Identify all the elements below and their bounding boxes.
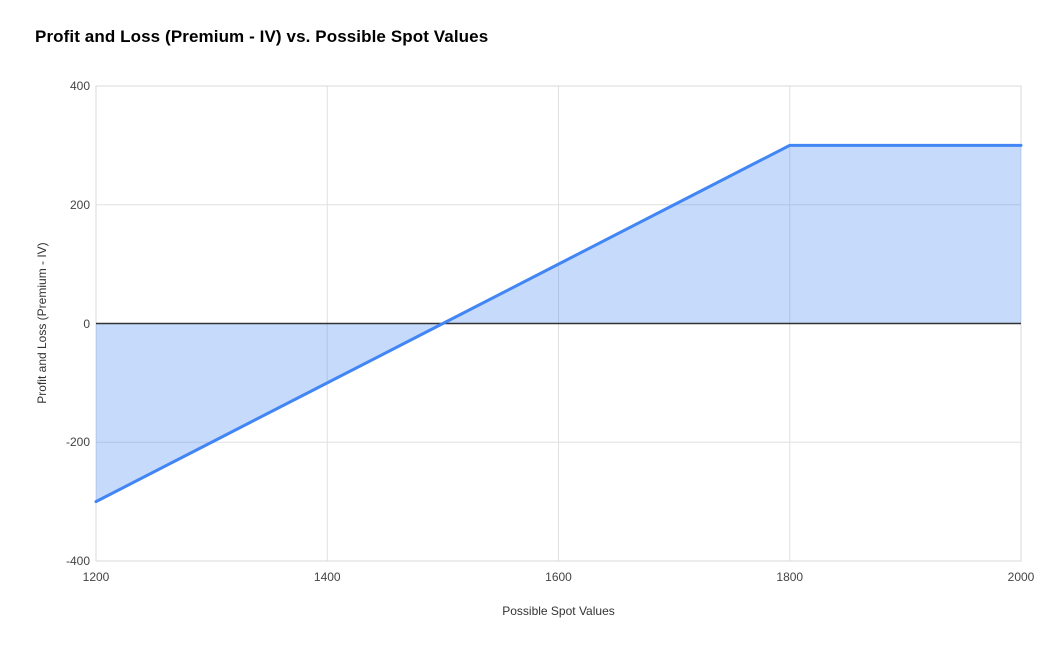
x-axis-tick-label: 1800	[776, 570, 804, 584]
y-axis-title: Profit and Loss (Premium - IV)	[35, 242, 49, 404]
y-axis-tick-label: -400	[65, 554, 90, 568]
x-axis-title: Possible Spot Values	[502, 604, 615, 618]
chart-title: Profit and Loss (Premium - IV) vs. Possi…	[35, 27, 489, 46]
pnl-series-line	[94, 143, 1023, 504]
y-axis-tick-label: 200	[69, 197, 90, 212]
x-axis-tick-label: 1200	[82, 570, 110, 584]
y-axis-tick-label: 400	[69, 79, 90, 93]
x-axis-tick-label: 1400	[313, 570, 341, 584]
x-axis-tick-label: 1600	[545, 570, 572, 584]
y-axis-tick-label: -200	[65, 435, 90, 450]
x-axis-tick-label: 2000	[1007, 570, 1035, 584]
y-axis-tick-label: 0	[83, 316, 90, 331]
